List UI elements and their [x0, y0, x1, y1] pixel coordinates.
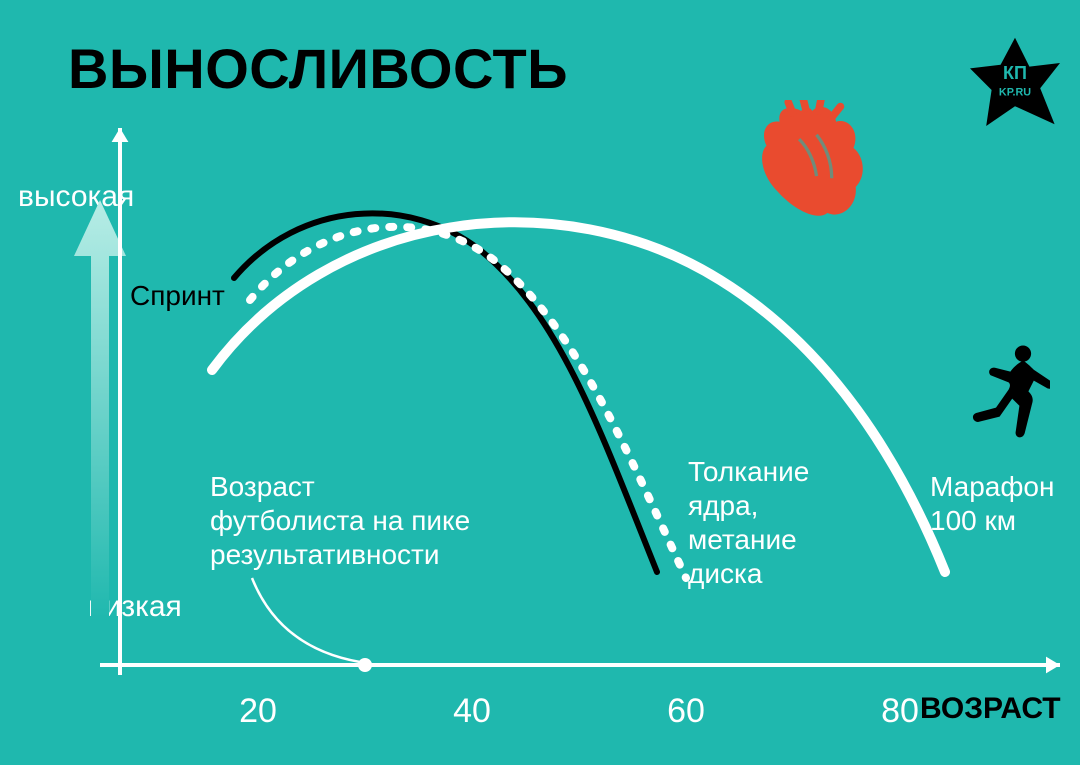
curves	[212, 213, 945, 578]
chart-svg	[0, 0, 1080, 765]
svg-text:KP.RU: KP.RU	[999, 86, 1031, 98]
svg-text:КП: КП	[1003, 63, 1027, 83]
kp-star-logo-icon: КП KP.RU	[970, 36, 1060, 126]
curve-marathon-100km	[212, 222, 945, 572]
curve-sprint	[234, 213, 657, 572]
runner-icon	[960, 340, 1050, 450]
football-callout	[252, 578, 372, 672]
axes	[100, 128, 1060, 675]
heart-icon	[755, 100, 865, 225]
